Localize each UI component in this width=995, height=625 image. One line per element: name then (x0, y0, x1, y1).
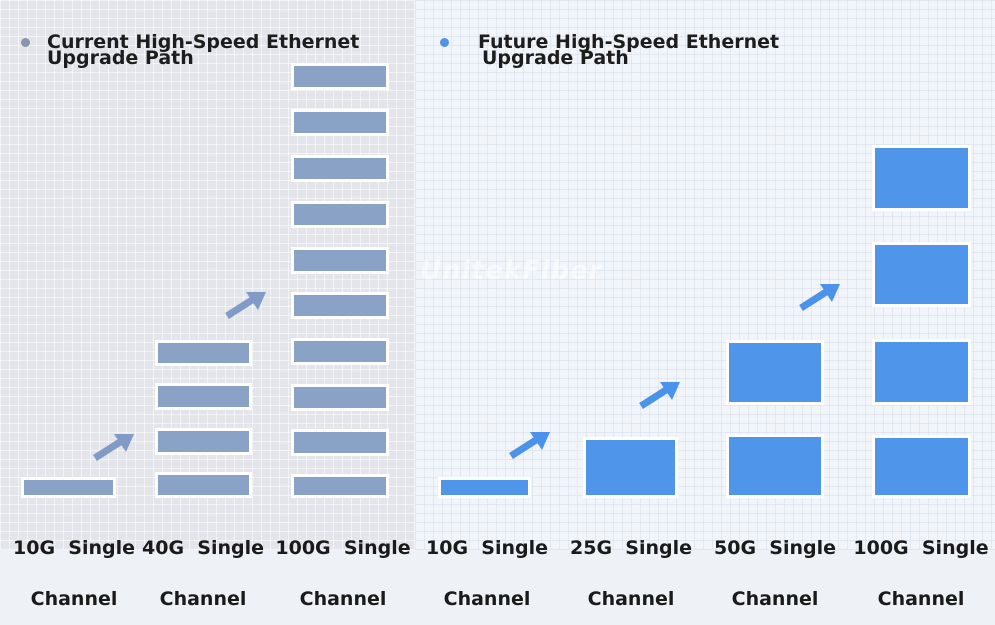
label-line2: Channel (587, 588, 675, 610)
lane-block-25g (583, 437, 678, 498)
upgrade-arrow-icon (639, 382, 680, 409)
current-heading-line2: Upgrade Path (47, 47, 194, 69)
lane-block-100g (872, 435, 971, 498)
label-current-10g: 10G Single Channel (8, 506, 140, 625)
label-line1: 25G Single (570, 537, 692, 559)
label-line2: Channel (299, 588, 387, 610)
lane-block-100g (291, 201, 389, 228)
label-line2: Channel (443, 588, 531, 610)
label-line2: Channel (877, 588, 965, 610)
label-line1: 10G Single (426, 537, 548, 559)
lane-block-40g (155, 340, 252, 366)
lane-block-100g (291, 474, 389, 498)
lane-block-100g (291, 155, 389, 182)
lane-block-100g (291, 292, 389, 319)
bullet-icon (21, 38, 30, 47)
future-heading-line2: Upgrade Path (482, 47, 629, 69)
label-line1: 100G Single (275, 537, 411, 559)
lane-block-100g (291, 384, 389, 411)
label-line2: Channel (731, 588, 819, 610)
label-line1: 40G Single (142, 537, 264, 559)
lane-block-100g (291, 338, 389, 365)
future-heading: Future High-Speed Ethernet Upgrade Path (478, 32, 779, 68)
label-line1: 10G Single (13, 537, 135, 559)
lane-block-100g (291, 247, 389, 274)
label-future-100g: 100G Single Channel (849, 506, 993, 625)
watermark: UnitekFiber (420, 256, 603, 286)
future-heading-line1: Future High-Speed Ethernet (478, 31, 780, 53)
lane-block-50g (726, 340, 824, 405)
lane-block-10g (21, 477, 116, 498)
lane-block-40g (155, 428, 252, 455)
label-future-25g: 25G Single Channel (564, 506, 698, 625)
lane-block-100g (872, 242, 971, 307)
label-line2: Channel (30, 588, 118, 610)
label-line1: 50G Single (714, 537, 836, 559)
lane-block-40g (155, 472, 252, 498)
label-future-10g: 10G Single Channel (420, 506, 554, 625)
label-current-40g: 40G Single Channel (136, 506, 270, 625)
upgrade-arrow-icon (799, 284, 840, 311)
upgrade-arrow-icon (509, 432, 550, 459)
lane-block-10g (438, 477, 531, 498)
lane-block-100g (291, 429, 389, 456)
bullet-icon (440, 38, 449, 47)
lane-block-40g (155, 383, 252, 410)
upgrade-arrow-icon (93, 434, 134, 461)
upgrade-arrow-icon (225, 292, 266, 319)
label-future-50g: 50G Single Channel (708, 506, 842, 625)
label-line1: 100G Single (853, 537, 989, 559)
current-heading: Current High-Speed Ethernet Upgrade Path (47, 32, 359, 68)
current-heading-line1: Current High-Speed Ethernet (47, 31, 360, 53)
label-current-100g: 100G Single Channel (272, 506, 414, 625)
lane-block-100g (291, 63, 389, 90)
lane-block-100g (872, 339, 971, 405)
label-line2: Channel (159, 588, 247, 610)
lane-block-100g (872, 145, 971, 211)
lane-block-50g (726, 434, 824, 498)
lane-block-100g (291, 109, 389, 136)
current-panel (0, 0, 415, 550)
